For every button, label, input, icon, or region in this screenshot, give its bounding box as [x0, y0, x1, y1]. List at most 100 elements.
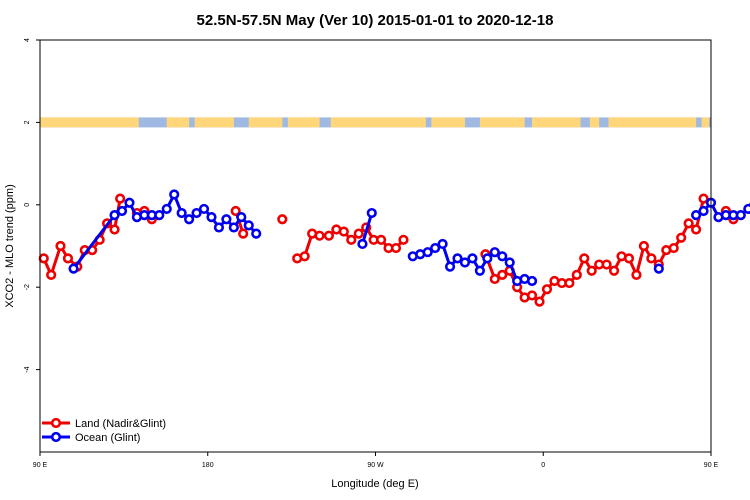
land-segment [194, 117, 234, 128]
data-point [221, 214, 232, 225]
data-point [586, 265, 597, 276]
data-point [230, 205, 241, 217]
legend-marker [50, 431, 62, 443]
x-tick-label: 90 E [33, 462, 48, 469]
data-point [357, 238, 368, 250]
data-point [497, 269, 508, 280]
data-point [375, 234, 387, 245]
data-point [482, 253, 493, 264]
y-tick-label: 0 [24, 203, 31, 207]
data-point [191, 207, 202, 219]
data-point [55, 240, 66, 252]
data-point [489, 273, 500, 285]
data-point [683, 218, 694, 229]
land-segment [330, 117, 426, 128]
data-point [489, 247, 500, 258]
data-point [638, 240, 650, 252]
series-line [42, 198, 122, 277]
land-sea-band [40, 117, 711, 128]
data-point [115, 193, 126, 204]
data-point [698, 193, 709, 204]
x-axis-label: Longitude (deg E) [331, 478, 418, 490]
land-segment [608, 117, 697, 128]
data-point [743, 203, 750, 215]
data-point [243, 220, 254, 231]
data-point [698, 205, 709, 217]
data-point [653, 263, 664, 274]
data-point [109, 210, 120, 221]
data-point [735, 210, 746, 221]
y-axis-label: XCO2 - MLO trend (ppm) [4, 184, 16, 307]
chart-title: 52.5N-57.5N May (Ver 10) 2015-01-01 to 2… [197, 12, 554, 29]
data-point [124, 197, 135, 208]
data-point [314, 230, 325, 241]
data-point [422, 247, 433, 258]
data-point [579, 253, 590, 264]
series-line [361, 212, 374, 245]
land-segment [479, 117, 525, 128]
data-point [668, 242, 679, 254]
land-segment [532, 117, 581, 128]
data-point [346, 234, 357, 245]
data-point [169, 189, 180, 200]
data-point [366, 207, 377, 219]
data-point [62, 253, 74, 264]
data-point [690, 224, 702, 235]
data-point [390, 242, 402, 254]
data-point [676, 232, 687, 243]
data-point [213, 222, 225, 233]
data-point [534, 296, 545, 307]
plot-frame [39, 39, 712, 453]
legend-label: Ocean (Glint) [75, 432, 140, 444]
data-point [459, 257, 471, 268]
data-point [690, 210, 702, 221]
land-segment [701, 117, 710, 128]
data-point [198, 203, 210, 215]
data-point [467, 253, 478, 264]
data-point [398, 234, 409, 245]
data-point [277, 214, 288, 225]
data-point [526, 275, 538, 287]
legend-label: Land (Nadir&Glint) [75, 418, 166, 430]
data-point [116, 205, 128, 217]
y-tick-label: -2 [24, 284, 31, 290]
data-point [238, 228, 249, 239]
data-point [338, 226, 349, 237]
data-point [176, 207, 187, 219]
land-segment [166, 117, 190, 128]
data-point [601, 259, 612, 270]
data-point [474, 265, 485, 276]
data-point [46, 269, 57, 280]
data-point [38, 253, 49, 264]
land-segment [248, 117, 283, 128]
data-point [608, 265, 620, 276]
data-point [299, 251, 310, 262]
data-point [504, 257, 515, 268]
y-axis: 4 2 0 -2 -4 [24, 38, 40, 373]
data-point [109, 224, 120, 235]
data-point [444, 261, 456, 272]
data-point [497, 251, 508, 262]
y-tick-label: -4 [24, 366, 31, 372]
data-point [452, 253, 463, 264]
legend: Land (Nadir&Glint) Ocean (Glint) [42, 417, 166, 444]
data-point [161, 203, 172, 215]
data-point [646, 253, 657, 264]
data-point [564, 277, 575, 289]
y-tick-label: 2 [24, 120, 31, 124]
data-point [323, 230, 335, 241]
data-point [68, 263, 79, 274]
x-axis: 90 E 180 90 W 0 90 E [33, 452, 719, 469]
land-segment [589, 117, 600, 128]
data-point [251, 228, 262, 239]
data-point [353, 228, 364, 239]
data-point [228, 222, 239, 233]
data-point [430, 242, 441, 254]
data-point [623, 253, 635, 264]
data-point [541, 284, 553, 295]
data-point [437, 238, 448, 250]
series-layer [38, 189, 750, 307]
data-point [184, 214, 195, 225]
land-segment [40, 117, 139, 128]
x-tick-label: 90 E [704, 462, 719, 469]
